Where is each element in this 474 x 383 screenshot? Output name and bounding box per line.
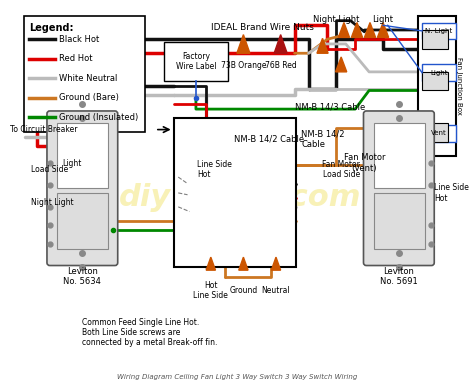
Text: Legend:: Legend: [29, 23, 74, 33]
Text: Line Side
Hot: Line Side Hot [434, 183, 469, 203]
Text: Wiring Diagram Ceiling Fan Light 3 Way Switch 3 Way Switch Wiring: Wiring Diagram Ceiling Fan Light 3 Way S… [117, 374, 357, 380]
Bar [57, 123, 109, 188]
Text: Ground (Bare): Ground (Bare) [59, 93, 119, 102]
Text: Night Light: Night Light [31, 198, 74, 207]
Text: Load Side: Load Side [31, 165, 68, 174]
Bar [422, 123, 448, 142]
Polygon shape [351, 23, 363, 38]
Text: Light: Light [373, 15, 393, 24]
Text: diywiring.com: diywiring.com [119, 183, 362, 212]
Text: Factory
Wire Label: Factory Wire Label [176, 52, 216, 71]
Polygon shape [271, 257, 281, 270]
Polygon shape [237, 34, 250, 53]
Text: Ground (Insulated): Ground (Insulated) [59, 113, 138, 122]
Text: Red Hot: Red Hot [59, 54, 92, 63]
Polygon shape [239, 257, 248, 270]
Text: Fan Motor
(Vent): Fan Motor (Vent) [344, 154, 385, 173]
Text: Neutral: Neutral [262, 286, 290, 295]
Text: NM-B 14/3 Cable: NM-B 14/3 Cable [295, 103, 365, 112]
Polygon shape [274, 34, 287, 53]
Text: White Neutral: White Neutral [59, 74, 118, 83]
Text: Leviton
No. 5634: Leviton No. 5634 [64, 267, 101, 286]
Text: Black Hot: Black Hot [59, 35, 100, 44]
Text: NM-B 14/2 Cable: NM-B 14/2 Cable [234, 134, 304, 143]
Bar [57, 193, 109, 249]
Bar [422, 30, 448, 49]
Bar [422, 72, 448, 90]
Text: Light: Light [430, 70, 447, 76]
Text: NM-B 14/2
Cable: NM-B 14/2 Cable [301, 129, 345, 149]
Bar [419, 16, 456, 155]
Text: N. Light: N. Light [425, 28, 453, 34]
Polygon shape [377, 23, 389, 38]
FancyBboxPatch shape [47, 111, 118, 265]
Text: To Circuit Breaker: To Circuit Breaker [10, 125, 78, 134]
Bar [374, 193, 425, 249]
Text: Light: Light [62, 159, 81, 168]
Polygon shape [338, 23, 349, 38]
Text: Fan Motor
Load Side: Fan Motor Load Side [322, 160, 360, 179]
Text: Hot
Line Side: Hot Line Side [193, 281, 228, 300]
Text: Line Side
Hot: Line Side Hot [197, 160, 232, 179]
Text: IDEAL Brand Wire Nuts: IDEAL Brand Wire Nuts [210, 23, 313, 33]
Polygon shape [206, 257, 216, 270]
Text: 76B Red: 76B Red [265, 61, 297, 70]
Bar [24, 16, 145, 133]
Text: 73B Orange: 73B Orange [221, 61, 266, 70]
Text: Common Feed Single Line Hot.
Both Line Side screws are
connected by a metal Brea: Common Feed Single Line Hot. Both Line S… [82, 318, 218, 347]
Polygon shape [336, 57, 347, 72]
Text: Vent: Vent [431, 130, 447, 136]
Text: Night Light: Night Light [313, 15, 360, 24]
Polygon shape [365, 23, 375, 38]
Text: Ground: Ground [229, 286, 257, 295]
Bar [374, 123, 425, 188]
Bar [422, 23, 456, 39]
Bar [164, 42, 228, 81]
Text: Fan Junction Box: Fan Junction Box [456, 57, 463, 115]
Polygon shape [317, 38, 328, 53]
Bar [173, 118, 296, 267]
FancyBboxPatch shape [364, 111, 434, 265]
Bar [422, 125, 456, 142]
Bar [422, 64, 456, 81]
Text: Leviton
No. 5691: Leviton No. 5691 [380, 267, 418, 286]
